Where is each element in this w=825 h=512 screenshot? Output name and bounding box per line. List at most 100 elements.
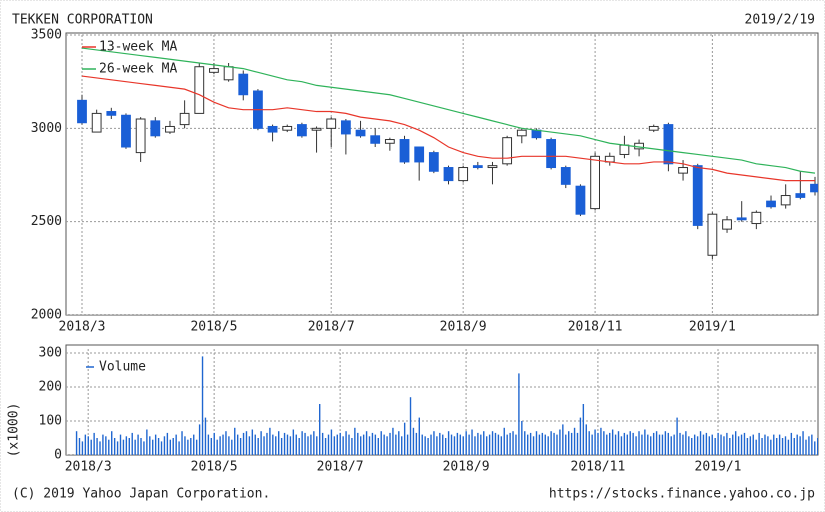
- volume-bar: [477, 432, 479, 455]
- volume-bar: [526, 434, 529, 455]
- volume-bar: [638, 431, 640, 455]
- volume-bar: [210, 438, 213, 455]
- volume-bar: [280, 438, 283, 455]
- candle-body: [736, 217, 747, 221]
- volume-bar: [78, 438, 81, 455]
- volume-bar: [474, 436, 476, 455]
- volume-bar: [178, 441, 180, 455]
- volume-bar: [453, 436, 456, 455]
- candle-body: [91, 112, 102, 133]
- volume-bar: [254, 434, 256, 455]
- volume-bar: [424, 436, 426, 455]
- volume-bar: [160, 441, 163, 455]
- volume-bar: [720, 434, 722, 455]
- candle-body: [575, 185, 586, 215]
- volume-bar: [696, 436, 699, 455]
- volume-bar: [614, 434, 617, 455]
- volume-bar: [351, 438, 353, 455]
- volume-bar: [500, 436, 503, 455]
- volume-bar: [799, 436, 801, 455]
- volume-bar: [365, 431, 368, 455]
- volume-bar: [398, 431, 400, 455]
- moving-average-line: [81, 75, 815, 182]
- volume-bar: [483, 431, 485, 455]
- candle-body: [209, 68, 219, 73]
- volume-bar: [658, 434, 661, 455]
- volume-bar: [480, 434, 482, 455]
- volume-bar: [585, 424, 587, 455]
- volume-bar: [773, 434, 775, 455]
- candle-body: [678, 167, 688, 174]
- volume-bar: [345, 431, 347, 455]
- volume-bar: [529, 432, 532, 455]
- candle-body: [780, 195, 791, 206]
- volume-bar: [647, 434, 649, 455]
- volume-bar: [84, 434, 87, 455]
- volume-bar: [444, 438, 447, 455]
- volume-bar: [764, 434, 766, 455]
- volume-bar: [207, 434, 210, 455]
- volume-bar: [784, 436, 787, 455]
- y-axis-label: (x1000): [7, 403, 22, 458]
- volume-bar: [635, 436, 637, 455]
- volume-bar: [260, 431, 262, 455]
- volume-bar: [409, 397, 412, 455]
- candle-body: [150, 120, 161, 137]
- volume-bar: [644, 429, 646, 455]
- x-tick-label: 2019/1: [695, 460, 742, 475]
- volume-bar: [641, 434, 643, 455]
- volume-bar: [538, 434, 541, 455]
- volume-bar: [377, 438, 379, 455]
- volume-bar: [231, 439, 233, 455]
- volume-bar: [746, 438, 749, 455]
- volume-bar: [524, 431, 526, 455]
- volume-bar: [90, 439, 92, 455]
- volume-bar: [157, 438, 160, 455]
- y-tick-label: 2500: [31, 214, 62, 229]
- volume-bar: [134, 439, 136, 455]
- y-tick-label: 3500: [31, 28, 62, 43]
- x-tick-label: 2018/7: [308, 320, 355, 335]
- volume-bar: [559, 429, 561, 455]
- volume-bar: [239, 438, 242, 455]
- volume-bar: [128, 438, 130, 455]
- candle-body: [326, 118, 337, 129]
- volume-bar: [248, 436, 251, 455]
- y-tick-label: 3000: [31, 121, 62, 136]
- volume-bar: [556, 434, 558, 455]
- volume-bar: [737, 436, 740, 455]
- volume-bar: [711, 434, 713, 455]
- volume-bar: [348, 434, 350, 455]
- volume-bar: [354, 427, 356, 455]
- volume-bar: [582, 404, 585, 455]
- candle-body: [340, 120, 351, 135]
- volume-bar: [761, 438, 763, 455]
- footer-copyright: (C) 2019 Yahoo Japan Corporation.: [12, 487, 270, 502]
- volume-bar: [629, 431, 631, 455]
- volume-bar: [544, 434, 546, 455]
- volume-bar: [228, 436, 230, 455]
- volume-bar: [198, 424, 201, 455]
- volume-bar: [266, 432, 268, 455]
- volume-bar: [705, 432, 708, 455]
- volume-bar: [603, 431, 605, 455]
- volume-bar: [488, 434, 491, 455]
- volume-bar: [146, 429, 148, 455]
- volume-bar: [565, 434, 567, 455]
- volume-bar: [403, 422, 406, 455]
- volume-bar: [447, 431, 450, 455]
- volume-bar: [236, 434, 239, 455]
- volume-bar: [620, 436, 623, 455]
- volume-bar: [518, 373, 520, 455]
- volume-bar: [509, 432, 511, 455]
- volume-bar: [752, 434, 754, 455]
- volume-bar: [661, 434, 664, 455]
- candle-body: [355, 129, 366, 137]
- volume-bar: [163, 436, 166, 455]
- volume-bar: [415, 432, 418, 455]
- volume-bar: [781, 438, 784, 455]
- volume-bar: [295, 434, 297, 455]
- volume-bar: [187, 439, 189, 455]
- volume-bar: [673, 434, 675, 455]
